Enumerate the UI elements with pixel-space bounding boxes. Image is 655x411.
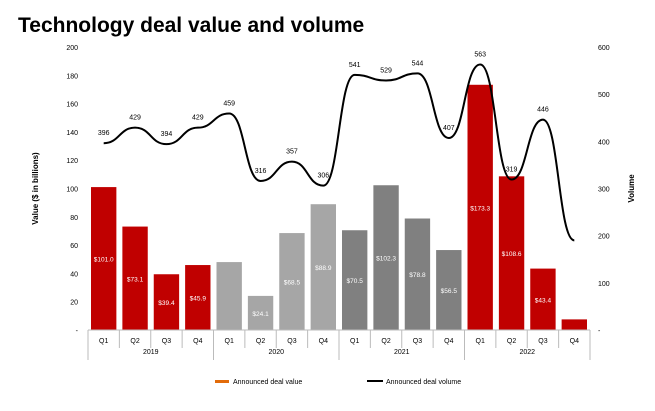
line-label: 394	[161, 131, 173, 138]
bar-label: $39.4	[158, 300, 175, 307]
bar	[467, 84, 493, 330]
legend-label-volume: Announced deal volume	[386, 379, 461, 386]
line-label: 306	[317, 173, 329, 180]
bar-label: $56.5	[441, 288, 458, 295]
bar	[216, 262, 242, 330]
line-label: 541	[349, 62, 361, 69]
bar-label: $102.3	[376, 256, 396, 263]
bar-label: $43.4	[535, 297, 552, 304]
line-label: 459	[223, 101, 235, 108]
bar	[498, 176, 525, 330]
line-label: 544	[412, 60, 424, 67]
x-tick-label: Q2	[381, 338, 390, 345]
x-tick-label: Q3	[287, 338, 296, 345]
bar	[373, 185, 399, 330]
line-label: 319	[506, 167, 518, 174]
y-tick-label: 160	[66, 102, 78, 109]
x-tick-label: Q4	[570, 338, 579, 345]
y-tick-label: 80	[70, 215, 78, 222]
bar	[436, 250, 462, 330]
legend-label-value: Announced deal value	[233, 379, 302, 386]
line-label: 429	[192, 115, 204, 122]
bar	[342, 230, 368, 330]
bar-label: $101.0	[94, 257, 114, 264]
x-tick-label: Q3	[538, 338, 547, 345]
y2-tick-label: 500	[598, 92, 610, 99]
chart-title: Technology deal value and volume	[18, 14, 365, 37]
x-tick-label: Q3	[162, 338, 171, 345]
line-label: 357	[286, 149, 298, 156]
line-label: 446	[537, 107, 549, 114]
x-tick-label: Q4	[444, 338, 453, 345]
y2-tick-label: -	[598, 328, 601, 335]
x-tick-label: Q4	[319, 338, 328, 345]
bar-label: $45.9	[190, 296, 207, 303]
y2-tick-label: 200	[598, 234, 610, 241]
y-tick-label: 180	[66, 73, 78, 80]
x-tick-label: Q1	[99, 338, 108, 345]
y2-axis-label: Volume	[627, 174, 636, 203]
volume-line	[103, 63, 575, 242]
bar	[561, 319, 587, 330]
bar	[279, 233, 305, 330]
y-tick-label: 140	[66, 130, 78, 137]
x-tick-label: Q2	[256, 338, 265, 345]
y-tick-label: -	[76, 328, 79, 335]
x-tick-label: Q1	[225, 338, 234, 345]
bar-label: $70.5	[347, 278, 364, 285]
bar-label: $24.1	[252, 311, 269, 318]
x-tick-label: Q3	[413, 338, 422, 345]
y-tick-label: 20	[70, 300, 78, 307]
line-label: 396	[98, 130, 110, 137]
bar	[122, 226, 148, 330]
bar	[530, 268, 556, 330]
y-tick-label: 120	[66, 158, 78, 165]
line-label: 529	[380, 67, 392, 74]
bar	[153, 274, 180, 330]
y-tick-label: 60	[70, 243, 78, 250]
bar-label: $73.1	[127, 276, 144, 283]
y2-tick-label: 600	[598, 45, 610, 52]
bar	[247, 295, 274, 330]
y2-tick-label: 400	[598, 139, 610, 146]
x-tick-label: Q2	[507, 338, 516, 345]
x-tick-label: Q1	[476, 338, 485, 345]
year-label: 2022	[519, 349, 535, 356]
bar-label: $108.6	[502, 251, 522, 258]
bar-label: $68.5	[284, 280, 301, 287]
bar-label: $173.3	[470, 205, 490, 212]
year-label: 2021	[394, 349, 410, 356]
y2-tick-label: 100	[598, 281, 610, 288]
y2-tick-label: 300	[598, 187, 610, 194]
line-label: 407	[443, 125, 455, 132]
y-tick-label: 40	[70, 271, 78, 278]
line-label: 316	[255, 168, 267, 175]
legend-swatch-value	[215, 380, 229, 383]
line-label: 563	[474, 51, 486, 58]
bar	[310, 204, 336, 330]
bar-label: $78.8	[409, 272, 426, 279]
x-tick-label: Q4	[193, 338, 202, 345]
y-tick-label: 200	[66, 45, 78, 52]
bar	[91, 187, 117, 330]
year-label: 2020	[268, 349, 284, 356]
year-label: 2019	[143, 349, 159, 356]
x-tick-label: Q2	[130, 338, 139, 345]
x-tick-label: Q1	[350, 338, 359, 345]
bar	[185, 265, 211, 330]
y-tick-label: 100	[66, 187, 78, 194]
bar-label: $88.9	[315, 265, 332, 272]
line-label: 429	[129, 115, 141, 122]
y-axis-label: Value ($ in billions)	[31, 152, 40, 225]
bar	[404, 218, 431, 330]
